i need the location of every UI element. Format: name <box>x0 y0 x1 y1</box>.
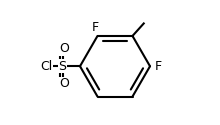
Text: S: S <box>59 60 66 73</box>
Text: O: O <box>59 42 69 55</box>
Text: O: O <box>59 77 69 90</box>
Text: F: F <box>92 21 99 34</box>
Text: Cl: Cl <box>40 60 52 73</box>
Text: F: F <box>155 60 162 73</box>
